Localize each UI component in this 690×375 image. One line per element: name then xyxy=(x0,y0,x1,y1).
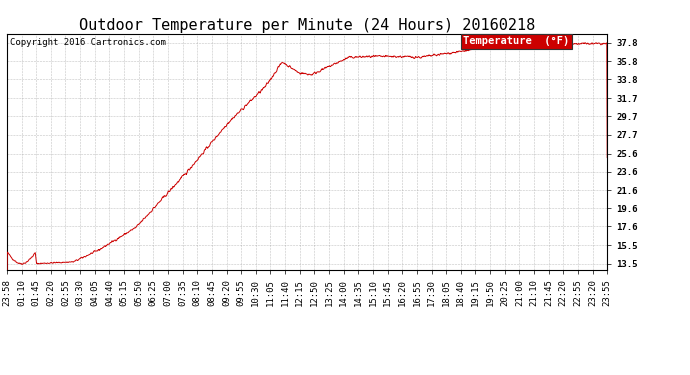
Title: Outdoor Temperature per Minute (24 Hours) 20160218: Outdoor Temperature per Minute (24 Hours… xyxy=(79,18,535,33)
Text: Temperature  (°F): Temperature (°F) xyxy=(463,36,569,46)
Text: Copyright 2016 Cartronics.com: Copyright 2016 Cartronics.com xyxy=(10,39,166,48)
